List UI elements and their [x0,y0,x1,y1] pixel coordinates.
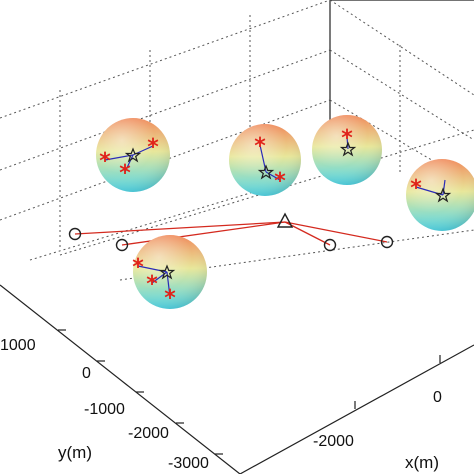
sensor-asterisk-marker: * [132,255,144,280]
sphere [406,159,474,231]
y-tick-label: -1000 [84,401,125,418]
x-axis-ticks [354,355,441,409]
link [284,221,331,246]
ground-node-marker [323,238,337,252]
sensor-asterisk-marker: * [254,134,266,159]
cluster-head-star-marker [434,187,452,203]
sensor-asterisk-marker: * [164,286,176,311]
sphere [312,115,382,185]
grid-line [329,49,474,141]
link [121,221,286,246]
grid-line [29,189,261,261]
y-tick-label: -3000 [168,455,209,472]
network-links [74,221,388,246]
sensor-asterisk-marker: * [119,161,131,186]
sensor-asterisk-marker: * [147,135,159,160]
sphere [133,235,207,309]
sensor-asterisk-marker: * [410,176,422,201]
y-axis-ticks [58,329,223,455]
cluster-head-star-marker [158,264,176,280]
x-tick-label: -2000 [313,433,354,450]
axis-x-front-edge [239,344,474,474]
ground-node-marker [115,238,129,252]
sensor-asterisk-marker: * [99,149,111,174]
cluster-head-star-marker [257,164,275,180]
cluster-link [104,154,134,161]
cluster-head-star-marker [124,147,142,163]
link [74,221,286,235]
y-tick-label: 1000 [0,337,36,354]
x-axis-label: x(m) [405,453,439,472]
cluster-head-star-marker [339,141,357,157]
link [284,221,388,243]
axis-y-front-edge [0,284,241,474]
y-axis-label: y(m) [58,443,92,462]
grid-line [329,0,474,96]
cluster-head-markers [124,141,452,280]
ground-nodes [68,227,394,252]
hub-triangle-marker [276,212,294,228]
y-tick-label: -2000 [128,425,169,442]
sensor-asterisk-marker: * [341,126,353,151]
cluster-link [442,179,446,196]
grid-line [0,0,331,119]
sensor-asterisk-marker: * [274,169,286,194]
ground-node-marker [380,235,394,249]
sensor-markers: * * * * * * * * * * [99,126,422,311]
x-tick-label: 0 [433,389,442,406]
y-tick-label: 0 [82,365,91,382]
sphere [229,124,301,196]
grid-line [0,49,331,171]
ground-node-marker [68,227,82,241]
cluster-link [124,154,134,173]
sensor-asterisk-marker: * [146,272,158,297]
